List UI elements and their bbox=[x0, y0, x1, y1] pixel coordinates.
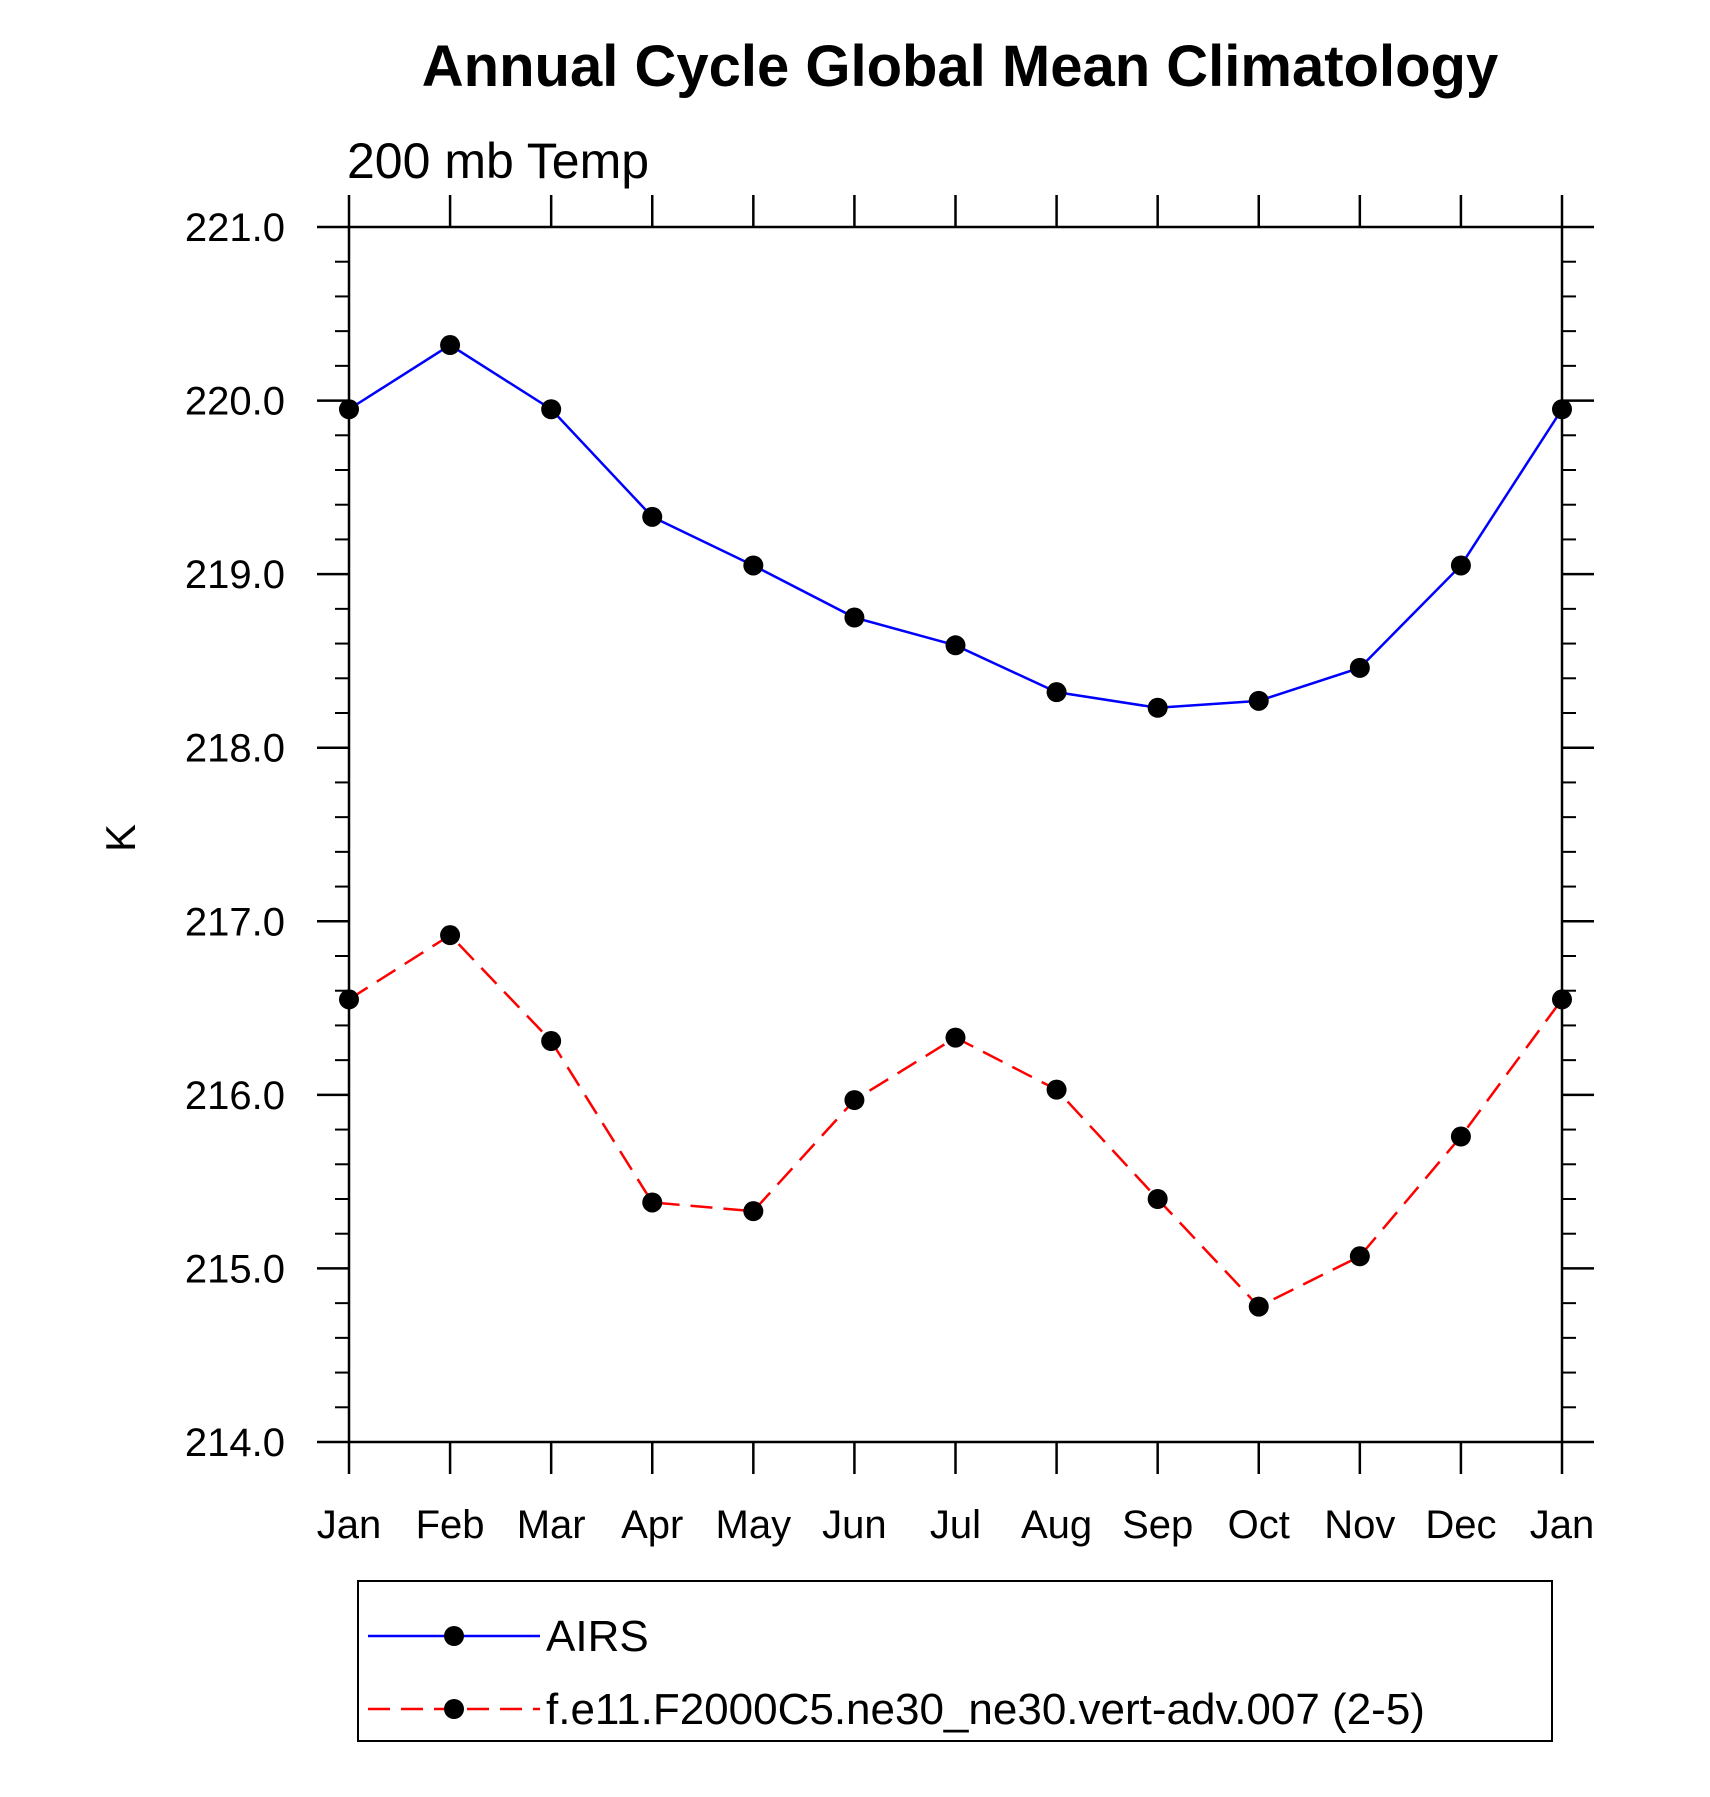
data-point-series-1 bbox=[844, 607, 865, 628]
legend-box bbox=[357, 1580, 1553, 1742]
x-tick-label: Oct bbox=[1228, 1503, 1290, 1547]
data-point-series-1 bbox=[440, 335, 461, 356]
data-point-series-2 bbox=[844, 1090, 865, 1111]
data-point-series-1 bbox=[1349, 657, 1370, 678]
legend-swatch-marker-2 bbox=[444, 1699, 464, 1719]
x-tick-label: Nov bbox=[1324, 1503, 1395, 1547]
data-point-series-1 bbox=[1147, 697, 1168, 718]
data-point-series-2 bbox=[440, 925, 461, 946]
y-tick-label: 220.0 bbox=[185, 380, 285, 424]
y-tick-label: 217.0 bbox=[185, 900, 285, 944]
legend-swatch-marker-1 bbox=[444, 1626, 464, 1646]
chart-subtitle: 200 mb Temp bbox=[347, 133, 649, 189]
x-tick-label: Apr bbox=[621, 1503, 683, 1547]
x-tick-label: Mar bbox=[517, 1503, 586, 1547]
data-point-series-2 bbox=[1046, 1079, 1067, 1100]
data-point-series-2 bbox=[1450, 1126, 1471, 1147]
chart-title: Annual Cycle Global Mean Climatology bbox=[422, 34, 1498, 99]
y-tick-label: 221.0 bbox=[185, 206, 285, 250]
data-point-series-2 bbox=[1248, 1296, 1269, 1317]
y-tick-labels: 214.0 215.0 216.0 217.0 218.0 219.0 220.0 221.0 bbox=[185, 206, 285, 1465]
x-tick-labels: Jan Feb Mar Apr May Jun Jul Aug Sep Oct Nov Dec Jan bbox=[317, 1503, 1595, 1547]
legend-label-2: f.e11.F2000C5.ne30_ne30.vert-adv.007 (2-… bbox=[546, 1685, 1425, 1734]
data-point-series-2 bbox=[1147, 1189, 1168, 1209]
y-tick-label: 215.0 bbox=[185, 1247, 285, 1291]
data-point-series-1 bbox=[1450, 555, 1471, 576]
x-tick-label: Sep bbox=[1122, 1503, 1193, 1547]
plot-area-frame bbox=[347, 225, 1564, 1444]
x-tick-label: Jan bbox=[1530, 1503, 1595, 1547]
data-point-series-1 bbox=[945, 635, 966, 656]
series-layer bbox=[339, 335, 1572, 1317]
y-tick-label: 214.0 bbox=[185, 1421, 285, 1465]
axis-ticks bbox=[317, 195, 1594, 1474]
data-point-series-1 bbox=[339, 399, 359, 420]
x-tick-label: Jan bbox=[317, 1503, 382, 1547]
y-axis-label: K bbox=[97, 824, 144, 852]
data-point-series-2 bbox=[1349, 1246, 1370, 1267]
x-tick-label: Feb bbox=[416, 1503, 485, 1547]
data-point-series-2 bbox=[743, 1201, 764, 1222]
data-point-series-2 bbox=[541, 1031, 562, 1052]
series-line-2 bbox=[348, 933, 1564, 1309]
data-point-series-2 bbox=[642, 1192, 663, 1213]
data-point-series-1 bbox=[743, 555, 764, 576]
data-point-series-2 bbox=[1552, 989, 1572, 1010]
data-point-series-1 bbox=[642, 506, 663, 527]
y-tick-label: 218.0 bbox=[185, 727, 285, 771]
legend-label-1: AIRS bbox=[546, 1612, 649, 1661]
data-point-series-2 bbox=[945, 1027, 966, 1048]
data-point-series-1 bbox=[1046, 682, 1067, 703]
x-tick-label: Dec bbox=[1425, 1503, 1496, 1547]
legend: AIRS f.e11.F2000C5.ne30_ne30.vert-adv.007… bbox=[368, 1612, 1425, 1734]
data-point-series-1 bbox=[1248, 690, 1269, 711]
data-point-series-1 bbox=[541, 399, 562, 420]
y-tick-label: 216.0 bbox=[185, 1074, 285, 1118]
x-tick-label: Jul bbox=[930, 1503, 981, 1547]
data-point-series-1 bbox=[1552, 399, 1572, 420]
data-point-series-2 bbox=[339, 989, 359, 1010]
x-tick-label: May bbox=[716, 1503, 792, 1547]
y-tick-label: 219.0 bbox=[185, 553, 285, 597]
x-tick-label: Jun bbox=[822, 1503, 887, 1547]
x-tick-label: Aug bbox=[1021, 1503, 1092, 1547]
